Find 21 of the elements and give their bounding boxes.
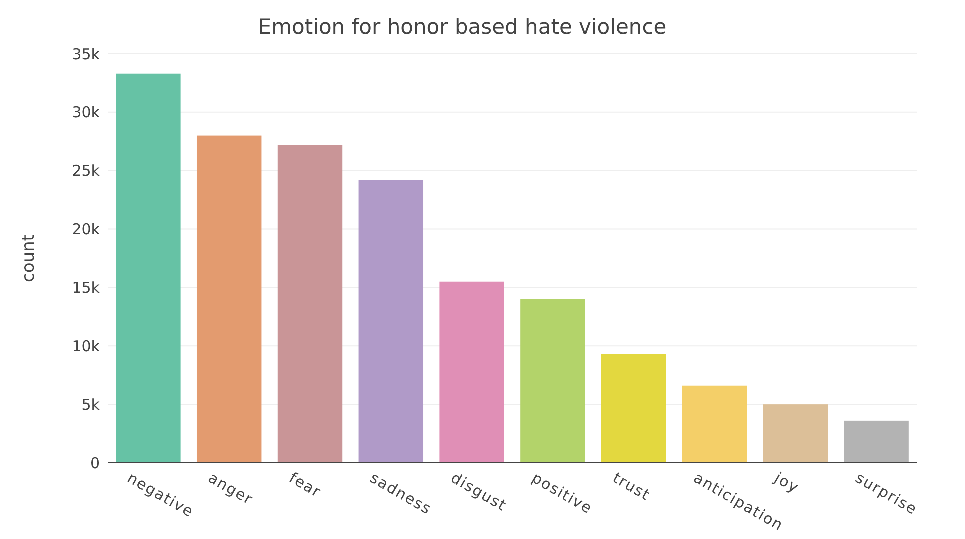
chart-title: Emotion for honor based hate violence xyxy=(258,15,667,39)
bar xyxy=(763,404,828,463)
y-tick-label: 10k xyxy=(72,337,100,356)
x-tick-label: fear xyxy=(286,468,325,502)
y-tick-label: 0 xyxy=(90,454,100,472)
y-tick-label: 25k xyxy=(72,162,100,180)
bar xyxy=(116,74,181,463)
bar xyxy=(844,420,909,463)
y-tick-label: 30k xyxy=(72,104,100,122)
y-tick-label: 20k xyxy=(72,220,100,239)
bar xyxy=(278,145,343,463)
y-axis-title: count xyxy=(19,234,39,282)
bar xyxy=(358,180,424,463)
y-tick-label: 5k xyxy=(82,396,100,414)
bar xyxy=(196,136,262,463)
y-tick-label: 35k xyxy=(72,45,100,64)
bar xyxy=(440,282,504,463)
bar xyxy=(601,354,666,463)
y-tick-label: 15k xyxy=(72,278,100,297)
bar xyxy=(520,299,586,463)
bar xyxy=(682,386,748,463)
